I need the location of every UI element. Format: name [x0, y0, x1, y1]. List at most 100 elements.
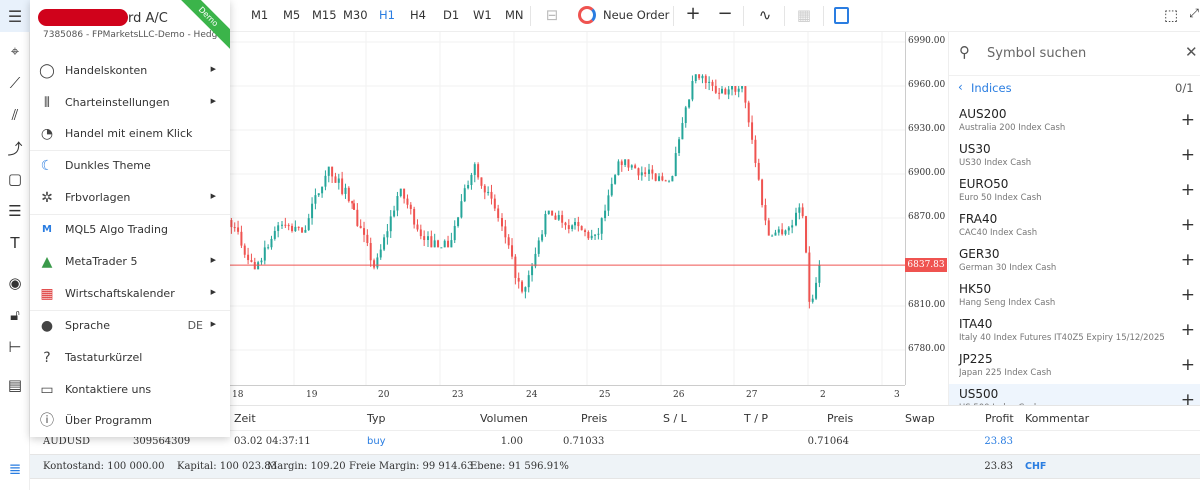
- object-list-icon[interactable]: [834, 7, 849, 24]
- indicators-icon[interactable]: ∿: [758, 6, 772, 24]
- zoom-out-icon[interactable]: −: [717, 3, 733, 24]
- menu-item-wirtschaftskalender[interactable]: ▦ Wirtschaftskalender ▶: [30, 278, 230, 310]
- column-header[interactable]: Preis: [827, 412, 854, 425]
- fullscreen-icon[interactable]: ⤢: [1189, 6, 1199, 20]
- date-tick: 25: [599, 390, 611, 400]
- group-back-link[interactable]: Indices: [971, 81, 1012, 95]
- screenshot-icon[interactable]: ⬚: [1163, 6, 1179, 24]
- menu-item-handel-mit-einem-klick[interactable]: ◔ Handel mit einem Klick: [30, 118, 230, 150]
- column-header[interactable]: Volumen: [480, 412, 528, 425]
- price-axis[interactable]: 6990.00 6960.00 6930.00 6900.00 6870.00 6810.…: [905, 32, 948, 385]
- timeframe-m30[interactable]: M30: [343, 8, 368, 22]
- timeframe-h4[interactable]: H4: [410, 8, 426, 22]
- timeframe-h1[interactable]: H1: [379, 8, 395, 22]
- menu-item-metatrader-5[interactable]: ▲ MetaTrader 5 ▶: [30, 246, 230, 278]
- trade-panel-icon[interactable]: ▤: [7, 376, 23, 394]
- candle-body: [270, 238, 273, 248]
- rectangle-icon[interactable]: ▢: [7, 170, 23, 188]
- add-symbol-icon[interactable]: +: [1180, 180, 1195, 200]
- menu-item-kontaktiere-uns[interactable]: ▭ Kontaktiere uns: [30, 374, 230, 406]
- add-symbol-icon[interactable]: +: [1180, 145, 1195, 165]
- zoom-in-icon[interactable]: +: [685, 3, 701, 24]
- menu-item-handelskonten[interactable]: ◯ Handelskonten ▶: [30, 55, 230, 87]
- trendline-icon[interactable]: ⟋: [9, 74, 21, 92]
- timeframe-w1[interactable]: W1: [473, 8, 492, 22]
- calendar-icon[interactable]: ▦: [796, 6, 812, 24]
- symbol-item[interactable]: US30 US30 Index Cash +: [949, 139, 1200, 174]
- text-icon[interactable]: T: [10, 234, 20, 252]
- menu-item-label: MQL5 Algo Trading: [65, 223, 168, 236]
- symbol-item[interactable]: HK50 Hang Seng Index Cash +: [949, 279, 1200, 314]
- menu-item-tastaturkürzel[interactable]: ? Tastaturkürzel: [30, 342, 230, 374]
- symbol-item[interactable]: ITA40 Italy 40 Index Futures IT40Z5 Expir…: [949, 314, 1200, 349]
- menu-item-über-programm[interactable]: ⓘ Über Programm: [30, 405, 230, 437]
- symbol-item[interactable]: JP225 Japan 225 Index Cash +: [949, 349, 1200, 384]
- menu-hamburger-icon[interactable]: ☰: [0, 0, 30, 32]
- symbol-item[interactable]: FRA40 CAC40 Index Cash +: [949, 209, 1200, 244]
- column-header[interactable]: Kommentar: [1025, 412, 1090, 425]
- polyline-icon[interactable]: ⤴: [7, 140, 23, 158]
- tree-icon[interactable]: ⊢: [8, 338, 22, 356]
- timeframe-m1[interactable]: M1: [251, 8, 269, 22]
- crosshair-icon[interactable]: ⌖: [10, 42, 20, 60]
- symbol-item[interactable]: GER30 German 30 Index Cash +: [949, 244, 1200, 279]
- chart-type-icon[interactable]: ⊟: [545, 6, 559, 24]
- row-profit[interactable]: 23.83: [984, 436, 1013, 447]
- new-order-icon[interactable]: [578, 6, 596, 24]
- menu-item-charteinstellungen[interactable]: ⫴ Charteinstellungen ▶: [30, 87, 230, 119]
- channel-icon[interactable]: ⫽: [11, 106, 19, 124]
- candle-body: [805, 216, 808, 253]
- candle-body: [324, 175, 327, 187]
- column-header[interactable]: Swap: [905, 412, 935, 425]
- candle-body: [718, 92, 721, 94]
- currency[interactable]: CHF: [1025, 461, 1047, 472]
- lock-icon[interactable]: 🔓︎: [10, 306, 20, 324]
- add-symbol-icon[interactable]: +: [1180, 285, 1195, 305]
- search-input[interactable]: Symbol suchen: [987, 46, 1087, 61]
- column-header[interactable]: T / P: [744, 412, 769, 425]
- row-price[interactable]: 0.71064: [807, 436, 849, 447]
- back-chevron-icon[interactable]: ‹: [958, 80, 963, 94]
- price-tick: 6990.00: [908, 36, 946, 46]
- column-header[interactable]: S / L: [663, 412, 687, 425]
- add-symbol-icon[interactable]: +: [1180, 215, 1195, 235]
- row-symbol[interactable]: AUDUSD: [43, 436, 90, 447]
- column-header[interactable]: Zeit: [234, 412, 256, 425]
- list-icon[interactable]: ≣: [8, 460, 22, 478]
- timeframe-m15[interactable]: M15: [312, 8, 337, 22]
- candle-body: [334, 176, 337, 183]
- row-type[interactable]: buy: [367, 436, 386, 447]
- symbol-item[interactable]: AUS200 Australia 200 Index Cash +: [949, 104, 1200, 139]
- candle-body: [721, 88, 723, 94]
- eye-icon[interactable]: ◉: [8, 274, 22, 292]
- row-time[interactable]: 03.02 04:37:11: [234, 436, 311, 447]
- candle-body: [551, 210, 554, 216]
- add-symbol-icon[interactable]: +: [1180, 355, 1195, 375]
- column-header[interactable]: Preis: [581, 412, 608, 425]
- time-axis[interactable]: 18 19 20 23 24 25 26 27 2 3: [30, 385, 905, 405]
- candle-body: [701, 75, 704, 79]
- symbol-item[interactable]: EURO50 Euro 50 Index Cash +: [949, 174, 1200, 209]
- row-open-price[interactable]: 0.71033: [563, 436, 605, 447]
- timeframe-mn[interactable]: MN: [505, 8, 524, 22]
- row-ticket[interactable]: 309564309: [133, 436, 191, 447]
- column-header[interactable]: Profit: [985, 412, 1014, 425]
- menu-item-sprache[interactable]: ● Sprache DE ▶: [30, 310, 230, 342]
- column-header[interactable]: Typ: [367, 412, 386, 425]
- add-symbol-icon[interactable]: +: [1180, 390, 1195, 405]
- candle-body: [767, 220, 770, 236]
- candle-body: [547, 210, 550, 214]
- timeframe-d1[interactable]: D1: [443, 8, 460, 22]
- symbol-item[interactable]: US500 US 500 Index Cash +: [949, 384, 1200, 405]
- menu-item-dunkles-theme[interactable]: ☾ Dunkles Theme: [30, 150, 230, 182]
- menu-item-frbvorlagen[interactable]: ✲ Frbvorlagen ▶: [30, 182, 230, 214]
- fibonacci-icon[interactable]: ☰: [8, 202, 22, 220]
- new-order-button[interactable]: Neue Order: [603, 8, 670, 22]
- add-symbol-icon[interactable]: +: [1180, 320, 1195, 340]
- add-symbol-icon[interactable]: +: [1180, 250, 1195, 270]
- add-symbol-icon[interactable]: +: [1180, 110, 1195, 130]
- close-icon[interactable]: ✕: [1185, 43, 1198, 61]
- menu-item-mql5-algo-trading[interactable]: M MQL5 Algo Trading: [30, 214, 230, 246]
- row-volume[interactable]: 1.00: [500, 436, 523, 447]
- timeframe-m5[interactable]: M5: [283, 8, 301, 22]
